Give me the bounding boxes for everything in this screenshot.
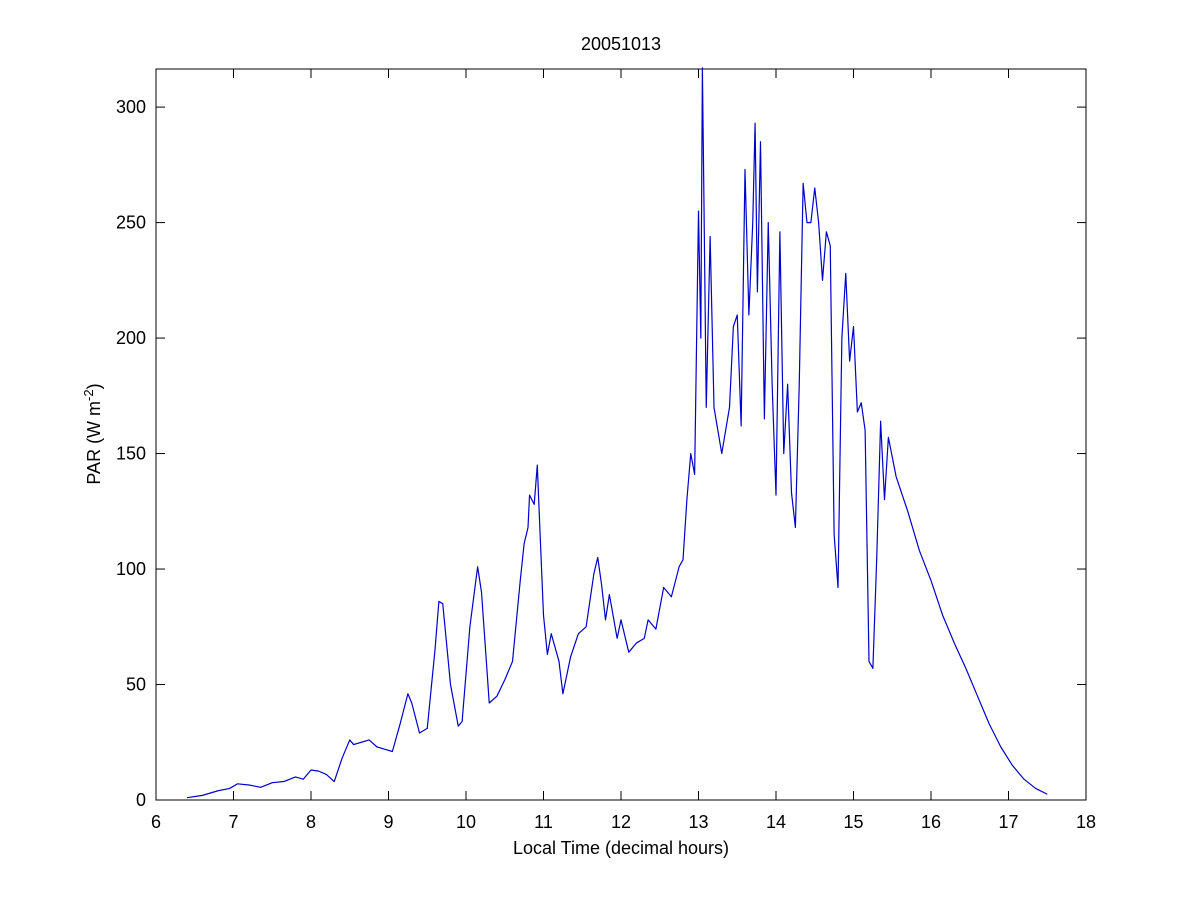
x-tick-label: 14	[766, 812, 786, 832]
x-tick-label: 9	[383, 812, 393, 832]
x-tick-label: 18	[1076, 812, 1096, 832]
x-axis-label: Local Time (decimal hours)	[513, 838, 729, 858]
y-label-suffix: )	[84, 383, 104, 389]
x-tick-label: 12	[611, 812, 631, 832]
y-tick-label: 50	[126, 675, 146, 695]
x-tick-label: 13	[688, 812, 708, 832]
x-tick-label: 11	[534, 812, 553, 832]
x-tick-label: 16	[921, 812, 941, 832]
y-tick-label: 200	[116, 328, 146, 348]
x-tick-label: 15	[843, 812, 863, 832]
plot-area	[155, 68, 1087, 801]
y-axis-label: PAR (W m-2)	[81, 383, 104, 484]
y-label-text: PAR (W m	[84, 401, 104, 485]
y-tick-label: 300	[116, 97, 146, 117]
y-tick-label: 250	[116, 213, 146, 233]
chart-title: 20051013	[581, 34, 661, 54]
x-tick-label: 10	[456, 812, 476, 832]
y-tick-label: 100	[116, 559, 146, 579]
x-tick-label: 6	[151, 812, 161, 832]
x-tick-label: 7	[228, 812, 238, 832]
y-label-superscript: -2	[81, 389, 96, 401]
y-tick-label: 150	[116, 444, 146, 464]
data-line	[186, 67, 1048, 799]
y-tick-label: 0	[136, 790, 146, 810]
x-tick-label: 8	[306, 812, 316, 832]
x-tick-label: 17	[998, 812, 1018, 832]
